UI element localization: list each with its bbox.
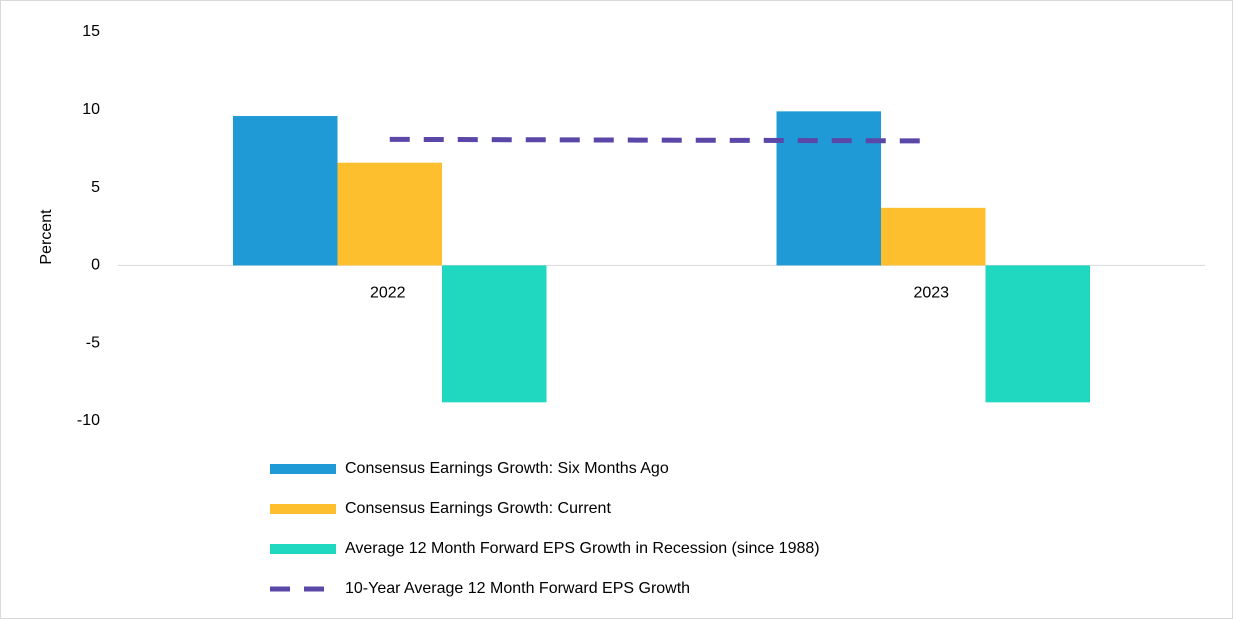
line-series xyxy=(389,136,934,144)
y-tick-label: 0 xyxy=(91,257,100,274)
legend-label: 10-Year Average 12 Month Forward EPS Gro… xyxy=(345,580,690,597)
legend-label: Consensus Earnings Growth: Current xyxy=(345,500,611,517)
legend-label: Average 12 Month Forward EPS Growth in R… xyxy=(345,540,820,557)
y-tick-label: 10 xyxy=(82,101,100,118)
bar xyxy=(985,265,1090,403)
y-axis-label: Percent xyxy=(38,209,55,265)
bar xyxy=(776,111,881,266)
x-tick-label: 2022 xyxy=(370,285,406,302)
y-tick-label: 5 xyxy=(91,179,100,196)
legend-swatch xyxy=(270,544,336,554)
bar xyxy=(442,265,547,403)
bar xyxy=(233,116,338,266)
bar xyxy=(337,162,442,266)
legend-swatch xyxy=(270,464,336,474)
legend-label: Consensus Earnings Growth: Six Months Ag… xyxy=(345,460,669,477)
legend-swatch xyxy=(270,504,336,514)
y-tick-label: -5 xyxy=(86,334,100,351)
y-tick-label: -10 xyxy=(77,412,100,429)
x-tick-label: 2023 xyxy=(913,285,949,302)
bar xyxy=(881,207,986,266)
y-tick-label: 15 xyxy=(82,23,100,40)
